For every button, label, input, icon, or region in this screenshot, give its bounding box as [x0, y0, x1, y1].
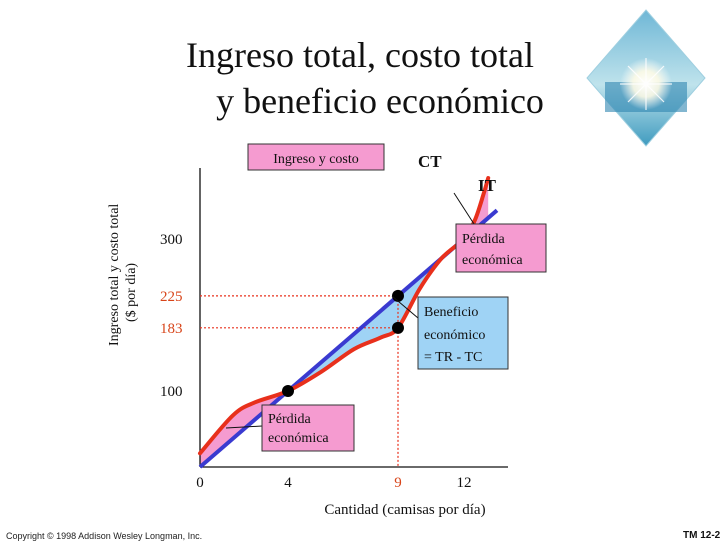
x-tick-label: 0: [196, 475, 204, 491]
data-point: [392, 321, 404, 334]
total-cost-curve: [198, 176, 491, 456]
profit-pointer: [391, 295, 419, 319]
profit-label-line3: = TR - TC: [424, 350, 482, 365]
loss-high-box: [455, 223, 547, 273]
y-axis-label-line2: ($ por día): [124, 263, 139, 322]
x-tick-label: 12: [457, 475, 472, 491]
loss-low-label-line2: económica: [268, 431, 329, 446]
slide-title-line1: Ingreso total, costo total: [186, 35, 534, 75]
x-axis-label: Cantidad (camisas por día): [324, 502, 485, 518]
legend-box: [247, 143, 385, 171]
y-axis-label-line1: Ingreso total y costo total: [107, 204, 122, 346]
slide-title-line2: y beneficio económico: [216, 81, 544, 121]
profit-label-line1: Beneficio: [424, 305, 478, 320]
data-point: [392, 289, 404, 302]
y-tick-label: 183: [160, 321, 183, 337]
profit-label-line2: económico: [424, 328, 485, 343]
slide-number: TM 12-2: [683, 530, 721, 541]
loss-high-pointer: [453, 192, 475, 225]
loss-low-box: [261, 404, 355, 452]
loss-high-label-line2: económica: [462, 253, 523, 268]
data-point: [282, 384, 294, 397]
series-label-ct: CT: [418, 152, 442, 171]
y-tick-label: 300: [160, 232, 183, 248]
loss-low-pointer: [225, 425, 263, 429]
legend-label: Ingreso y costo: [273, 152, 359, 167]
profit-box: [417, 296, 509, 370]
y-tick-label: 225: [160, 289, 183, 305]
x-tick-label: 4: [284, 475, 292, 491]
y-axis-label: Ingreso total y costo total ($ por día): [107, 204, 139, 346]
loss-low-label-line1: Pérdida: [268, 412, 312, 427]
x-tick-label: 9: [394, 475, 402, 491]
beach-sun-logo-icon: [586, 9, 706, 147]
series-label-it: IT: [478, 176, 497, 195]
y-tick-label: 100: [160, 384, 183, 400]
loss-high-label-line1: Pérdida: [462, 232, 506, 247]
annotations: Ingreso y costo CT IT Pérdida económica …: [225, 143, 547, 452]
copyright-text: Copyright © 1998 Addison Wesley Longman,…: [6, 531, 203, 541]
